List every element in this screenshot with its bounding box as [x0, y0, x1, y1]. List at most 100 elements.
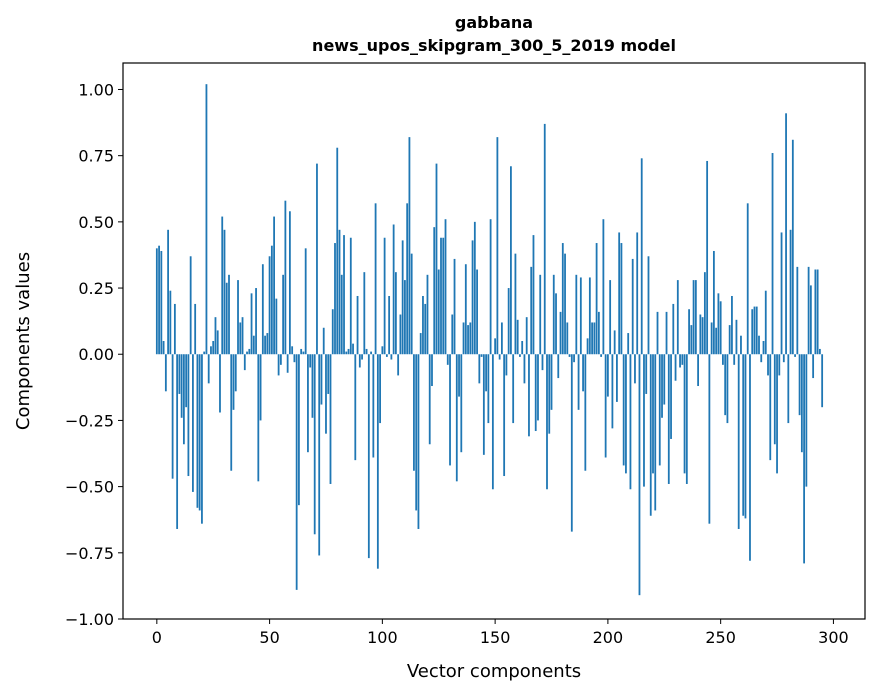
bar — [164, 354, 167, 392]
bar — [390, 354, 393, 360]
bar — [719, 301, 722, 355]
bar — [769, 354, 772, 461]
bar — [809, 285, 812, 355]
bar-series — [155, 84, 824, 596]
bar — [194, 303, 197, 355]
bar — [785, 113, 787, 355]
bar — [703, 272, 706, 355]
bar — [284, 200, 287, 355]
bar — [431, 354, 433, 387]
bar — [496, 137, 499, 355]
bar — [376, 354, 379, 569]
bar — [634, 354, 636, 384]
bar — [791, 139, 794, 355]
bar — [327, 354, 330, 394]
bar — [401, 240, 404, 355]
bar — [489, 219, 492, 355]
bar — [731, 295, 733, 355]
bar — [803, 354, 805, 564]
x-tick-label: 150 — [480, 628, 511, 647]
y-tick-label: −1.00 — [65, 610, 114, 629]
bar — [604, 354, 607, 458]
bar — [347, 348, 350, 355]
bar — [602, 219, 605, 355]
bar — [807, 266, 810, 355]
x-axis-label: Vector components — [407, 661, 581, 682]
bar — [694, 280, 697, 355]
bar — [665, 311, 668, 355]
bar — [358, 354, 361, 368]
bar — [433, 227, 436, 355]
bar — [724, 354, 727, 416]
bar — [780, 232, 783, 355]
bar — [764, 290, 767, 355]
bar — [343, 235, 345, 355]
bar — [722, 354, 724, 365]
bar — [805, 354, 808, 487]
bar — [618, 232, 621, 355]
bar — [663, 354, 666, 405]
bar — [293, 354, 296, 363]
bar — [584, 354, 587, 471]
bar — [498, 354, 501, 360]
bar — [643, 354, 645, 487]
bar — [482, 354, 485, 455]
bar — [437, 269, 440, 355]
bar — [460, 354, 463, 453]
y-tick-label: −0.25 — [65, 411, 114, 430]
chart-subtitle: news_upos_skipgram_300_5_2019 model — [312, 36, 676, 55]
bar — [710, 322, 713, 355]
bar — [564, 253, 566, 355]
bar — [230, 354, 233, 471]
bar — [471, 240, 474, 355]
bar — [453, 258, 456, 355]
bar — [270, 245, 273, 355]
y-tick-label: 0.25 — [78, 279, 114, 298]
bar — [309, 354, 312, 368]
bar — [286, 354, 289, 373]
bar — [699, 314, 702, 355]
bar — [480, 354, 483, 357]
bar — [316, 163, 318, 355]
bar — [726, 354, 729, 424]
x-tick-label: 0 — [152, 628, 162, 647]
bar — [428, 354, 431, 445]
bar — [516, 319, 519, 355]
bar — [385, 354, 388, 357]
bar — [613, 330, 616, 355]
bar — [611, 354, 614, 429]
bar — [760, 354, 763, 363]
bar — [798, 354, 801, 416]
bar — [192, 354, 194, 492]
bar — [304, 248, 307, 355]
bar — [546, 354, 548, 490]
bar — [674, 354, 677, 381]
bar — [232, 354, 235, 410]
bar — [528, 354, 530, 437]
bar — [782, 354, 785, 363]
bar — [512, 354, 515, 424]
bar — [440, 237, 442, 355]
bar — [180, 354, 183, 418]
bar — [162, 341, 165, 355]
bar — [277, 354, 280, 376]
bar — [155, 248, 158, 355]
bar — [818, 348, 821, 355]
y-tick-label: −0.75 — [65, 544, 114, 563]
bar — [543, 123, 546, 355]
bar — [455, 354, 458, 482]
bar — [356, 295, 359, 355]
bar — [345, 351, 348, 355]
bar — [349, 237, 352, 355]
bar — [185, 354, 188, 408]
bar — [476, 269, 478, 355]
plot-frame — [122, 62, 866, 620]
bar — [374, 203, 377, 355]
bar — [620, 243, 623, 355]
bar — [300, 348, 303, 355]
bar — [216, 330, 219, 355]
bar — [685, 354, 688, 484]
bar — [392, 224, 395, 355]
bar — [557, 354, 560, 379]
